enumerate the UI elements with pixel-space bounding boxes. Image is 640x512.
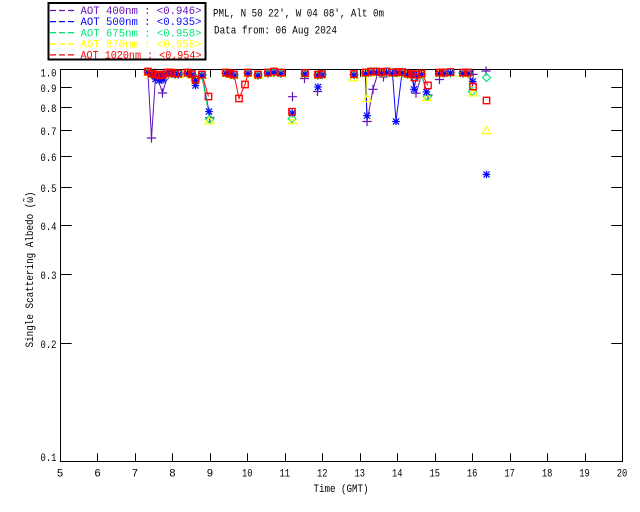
svg-text:AOT 400nm : <0.946>: AOT 400nm : <0.946> <box>81 6 202 18</box>
svg-text:14: 14 <box>392 469 403 481</box>
svg-text:9: 9 <box>207 469 214 481</box>
svg-text:10: 10 <box>242 469 253 481</box>
svg-text:AOT 870nm : <0.958>: AOT 870nm : <0.958> <box>81 39 202 51</box>
svg-text:0.3: 0.3 <box>41 271 57 283</box>
svg-text:17: 17 <box>504 469 515 481</box>
svg-text:AOT 675nm : <0.958>: AOT 675nm : <0.958> <box>81 28 202 40</box>
svg-text:AOT 500nm : <0.935>: AOT 500nm : <0.935> <box>81 17 202 29</box>
svg-text:Time (GMT): Time (GMT) <box>314 484 369 496</box>
svg-text:8: 8 <box>169 469 176 481</box>
svg-text:20: 20 <box>617 469 628 481</box>
svg-text:PML, N 50 22', W 04 08', Alt 0: PML, N 50 22', W 04 08', Alt 0m <box>213 8 384 20</box>
svg-text:0.9: 0.9 <box>41 84 57 96</box>
svg-text:16: 16 <box>467 469 478 481</box>
svg-text:Data from: 06 Aug 2024: Data from: 06 Aug 2024 <box>214 26 337 38</box>
svg-text:1.0: 1.0 <box>41 69 57 81</box>
svg-text:13: 13 <box>354 469 365 481</box>
svg-text:Single Scattering Albedo (ω̃): Single Scattering Albedo (ω̃) <box>23 192 37 348</box>
svg-text:18: 18 <box>542 469 553 481</box>
svg-text:6: 6 <box>94 469 101 481</box>
svg-text:0.7: 0.7 <box>41 127 57 139</box>
svg-text:0.2: 0.2 <box>41 340 57 352</box>
svg-text:15: 15 <box>429 469 440 481</box>
svg-text:AOT 1020nm : <0.954>: AOT 1020nm : <0.954> <box>81 51 202 63</box>
svg-text:19: 19 <box>579 469 590 481</box>
svg-text:12: 12 <box>317 469 328 481</box>
svg-text:0.4: 0.4 <box>41 222 57 234</box>
svg-text:0.1: 0.1 <box>41 453 57 465</box>
svg-text:11: 11 <box>280 469 291 481</box>
svg-text:0.6: 0.6 <box>41 153 57 165</box>
svg-text:0.5: 0.5 <box>41 184 57 196</box>
svg-text:5: 5 <box>57 469 64 481</box>
svg-text:0.8: 0.8 <box>41 104 57 116</box>
svg-text:7: 7 <box>132 469 139 481</box>
